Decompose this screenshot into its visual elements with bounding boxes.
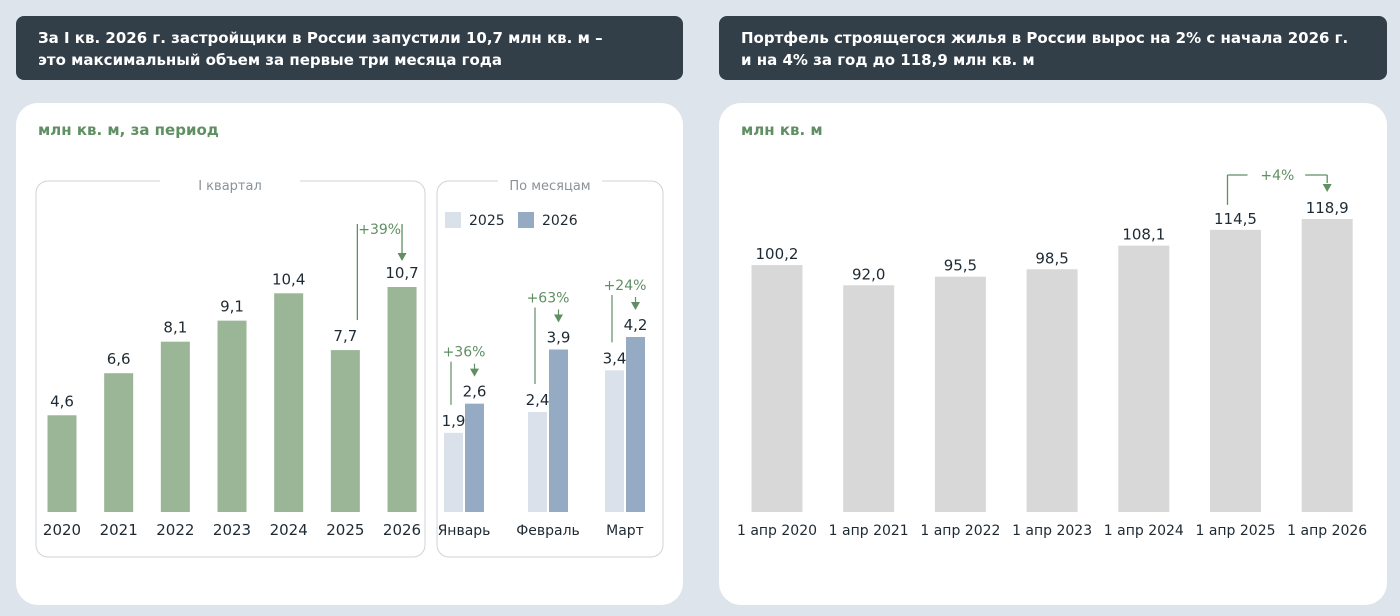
x-label-portfolio-0: 1 апр 2020 xyxy=(737,523,817,539)
bar-q1-2020 xyxy=(47,415,77,512)
x-label-q1-2022: 2022 xyxy=(156,521,194,539)
value-label-2026-Февраль: 3,9 xyxy=(547,329,571,347)
value-label-q1-2026: 10,7 xyxy=(385,264,418,282)
header-right-line2: и на 4% за год до 118,9 млн кв. м xyxy=(741,51,1035,69)
bar-portfolio-2 xyxy=(934,276,986,512)
x-label-Февраль: Февраль xyxy=(516,523,580,539)
x-label-portfolio-2: 1 апр 2022 xyxy=(920,523,1000,539)
monthly-bars: 1,9 2,6 Январь +36% 2,4 3,9 Февраль +63% 3,4 4,2 М… xyxy=(438,278,648,539)
monthly-title: По месяцам xyxy=(509,179,590,194)
bar-2025-Февраль xyxy=(528,412,547,512)
annotation-arrow-portfolio xyxy=(1322,184,1332,192)
value-label-portfolio-4: 108,1 xyxy=(1122,226,1165,244)
legend-swatch-2026 xyxy=(518,212,534,228)
chart-left-svg: млн кв. м, за период I квартал По месяца… xyxy=(35,121,664,558)
value-label-q1-2022: 8,1 xyxy=(163,319,187,337)
x-label-Март: Март xyxy=(606,523,644,539)
annotation-arrow-Март xyxy=(631,302,640,310)
annotation-pct-Март: +24% xyxy=(604,278,647,294)
bar-2025-Март xyxy=(605,370,624,512)
annotation-pct-Январь: +36% xyxy=(443,345,486,361)
x-label-portfolio-3: 1 апр 2023 xyxy=(1012,523,1092,539)
legend-label-2025: 2025 xyxy=(469,213,505,229)
x-label-portfolio-6: 1 апр 2026 xyxy=(1287,523,1367,539)
unit-label-right: млн кв. м xyxy=(741,121,823,139)
x-label-q1-2023: 2023 xyxy=(213,521,251,539)
chart-right-svg: млн кв. м 100,2 1 апр 2020 92,0 1 апр 2021 9… xyxy=(737,121,1367,539)
x-label-q1-2025: 2025 xyxy=(326,521,364,539)
value-label-2025-Январь: 1,9 xyxy=(442,412,466,430)
annotation-arrow-q1 xyxy=(397,253,407,261)
value-label-portfolio-0: 100,2 xyxy=(756,245,799,263)
x-label-q1-2026: 2026 xyxy=(383,521,421,539)
bar-q1-2025 xyxy=(330,350,360,512)
value-label-q1-2025: 7,7 xyxy=(333,327,357,345)
quarter-bars: 4,6 2020 6,6 2021 8,1 2022 9,1 2023 10,4 2024 7,7 2… xyxy=(43,222,421,539)
bar-portfolio-4 xyxy=(1118,245,1170,513)
quarter-title-gap xyxy=(160,173,300,189)
annotation-arrow-Январь xyxy=(470,368,479,377)
bar-portfolio-6 xyxy=(1301,219,1353,512)
portfolio-bars: 100,2 1 апр 2020 92,0 1 апр 2021 95,5 1 апр 2… xyxy=(737,168,1367,539)
value-label-q1-2024: 10,4 xyxy=(272,270,305,288)
bar-portfolio-1 xyxy=(843,285,895,512)
header-right-line1: Портфель строящегося жилья в России выро… xyxy=(741,29,1349,47)
bar-q1-2022 xyxy=(160,341,190,512)
x-label-portfolio-5: 1 апр 2025 xyxy=(1195,523,1275,539)
value-label-q1-2021: 6,6 xyxy=(107,350,131,368)
value-label-q1-2020: 4,6 xyxy=(50,392,74,410)
annotation-pct-q1: +39% xyxy=(358,222,401,238)
value-label-portfolio-3: 98,5 xyxy=(1035,249,1068,267)
bar-portfolio-3 xyxy=(1026,269,1078,512)
quarter-title: I квартал xyxy=(198,179,262,194)
value-label-2025-Февраль: 2,4 xyxy=(526,391,550,409)
bar-2026-Март xyxy=(626,337,645,512)
bar-portfolio-0 xyxy=(751,265,803,512)
value-label-portfolio-6: 118,9 xyxy=(1306,199,1349,217)
bar-q1-2024 xyxy=(274,293,304,512)
annotation-pct-portfolio: +4% xyxy=(1260,168,1294,184)
x-label-Январь: Январь xyxy=(438,523,491,539)
bar-q1-2023 xyxy=(217,320,247,512)
value-label-portfolio-5: 114,5 xyxy=(1214,210,1257,228)
card-right: млн кв. м 100,2 1 апр 2020 92,0 1 апр 2021 9… xyxy=(719,103,1387,605)
header-right: Портфель строящегося жилья в России выро… xyxy=(719,16,1387,80)
monthly-title-gap xyxy=(498,173,602,189)
bar-2025-Январь xyxy=(444,432,463,512)
legend-swatch-2025 xyxy=(445,212,461,228)
bar-q1-2021 xyxy=(104,373,134,512)
value-label-q1-2023: 9,1 xyxy=(220,298,244,316)
value-label-portfolio-2: 95,5 xyxy=(944,257,977,275)
header-left-line1: За I кв. 2026 г. застройщики в России за… xyxy=(38,29,603,47)
x-label-q1-2020: 2020 xyxy=(43,521,81,539)
x-label-portfolio-4: 1 апр 2024 xyxy=(1104,523,1184,539)
annotation-arrow-Февраль xyxy=(554,314,563,323)
x-label-portfolio-1: 1 апр 2021 xyxy=(829,523,909,539)
x-label-q1-2021: 2021 xyxy=(100,521,138,539)
legend-label-2026: 2026 xyxy=(542,213,578,229)
value-label-portfolio-1: 92,0 xyxy=(852,265,885,283)
annotation-pct-Февраль: +63% xyxy=(527,291,570,307)
bar-portfolio-5 xyxy=(1210,229,1261,513)
value-label-2026-Март: 4,2 xyxy=(624,316,648,334)
card-left: млн кв. м, за период I квартал По месяца… xyxy=(16,103,683,605)
unit-label-left: млн кв. м, за период xyxy=(38,121,219,139)
header-left: За I кв. 2026 г. застройщики в России за… xyxy=(16,16,683,80)
value-label-2026-Январь: 2,6 xyxy=(463,383,487,401)
header-left-line2: это максимальный объем за первые три мес… xyxy=(38,51,503,69)
x-label-q1-2024: 2024 xyxy=(270,521,308,539)
bar-2026-Январь xyxy=(465,403,484,512)
bar-q1-2026 xyxy=(387,287,417,512)
bar-2026-Февраль xyxy=(549,349,568,512)
value-label-2025-Март: 3,4 xyxy=(603,349,627,367)
